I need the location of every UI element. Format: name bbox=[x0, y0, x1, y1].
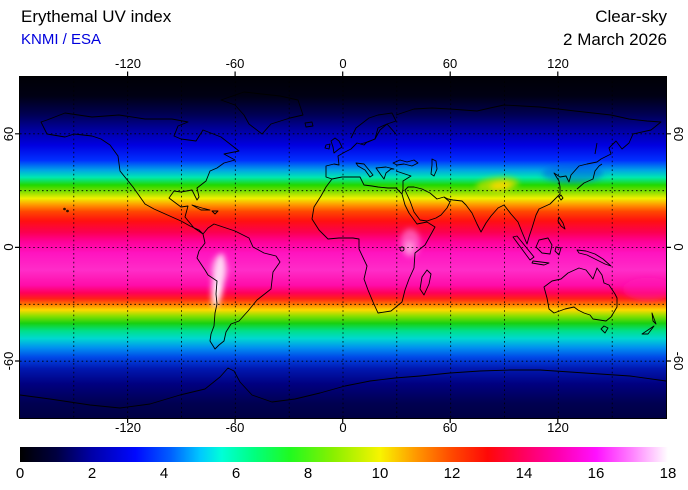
lon-tick-label-bottom: -120 bbox=[114, 420, 142, 435]
colorbar-tick-label: 2 bbox=[87, 465, 97, 482]
lon-tick-label-top: -60 bbox=[225, 56, 245, 71]
colorbar-tick-label: 12 bbox=[443, 465, 461, 482]
andes-high-uv-halo bbox=[211, 255, 228, 286]
lon-tick-label-bottom: 0 bbox=[339, 420, 347, 435]
lon-tick-label-bottom: 120 bbox=[547, 420, 569, 435]
colorbar-tick-label: 8 bbox=[303, 465, 313, 482]
sky-condition-label: Clear-sky bbox=[595, 7, 667, 26]
figure-title: Erythemal UV index bbox=[21, 7, 172, 26]
lon-tick-label-bottom: 60 bbox=[442, 420, 458, 435]
lon-tick-label-top: 120 bbox=[547, 56, 569, 71]
axis-tick-marks bbox=[15, 71, 671, 423]
south-pacific-enhancement bbox=[623, 277, 666, 301]
tibetan-plateau-core bbox=[490, 181, 512, 191]
colorbar-gradient bbox=[20, 447, 668, 462]
colorbar-tick-label: 14 bbox=[515, 465, 533, 482]
graticule-gridlines bbox=[20, 77, 666, 418]
lon-tick-label-bottom: -60 bbox=[225, 420, 245, 435]
lon-tick-label-top: 0 bbox=[339, 56, 347, 71]
colorbar-tick-label: 6 bbox=[231, 465, 241, 482]
colorbar-tick-label: 16 bbox=[587, 465, 605, 482]
data-source-label: KNMI / ESA bbox=[21, 31, 102, 48]
colorbar-tick-label: 0 bbox=[15, 465, 25, 482]
lon-tick-label-top: -120 bbox=[114, 56, 142, 71]
date-label: 2 March 2026 bbox=[563, 30, 667, 49]
colorbar-tick-label: 10 bbox=[371, 465, 389, 482]
east-africa-core bbox=[404, 240, 414, 255]
colorbar-tick-label: 18 bbox=[659, 465, 677, 482]
colorbar-tick-label: 4 bbox=[159, 465, 169, 482]
lon-tick-label-top: 60 bbox=[442, 56, 458, 71]
coastlines bbox=[20, 91, 666, 409]
